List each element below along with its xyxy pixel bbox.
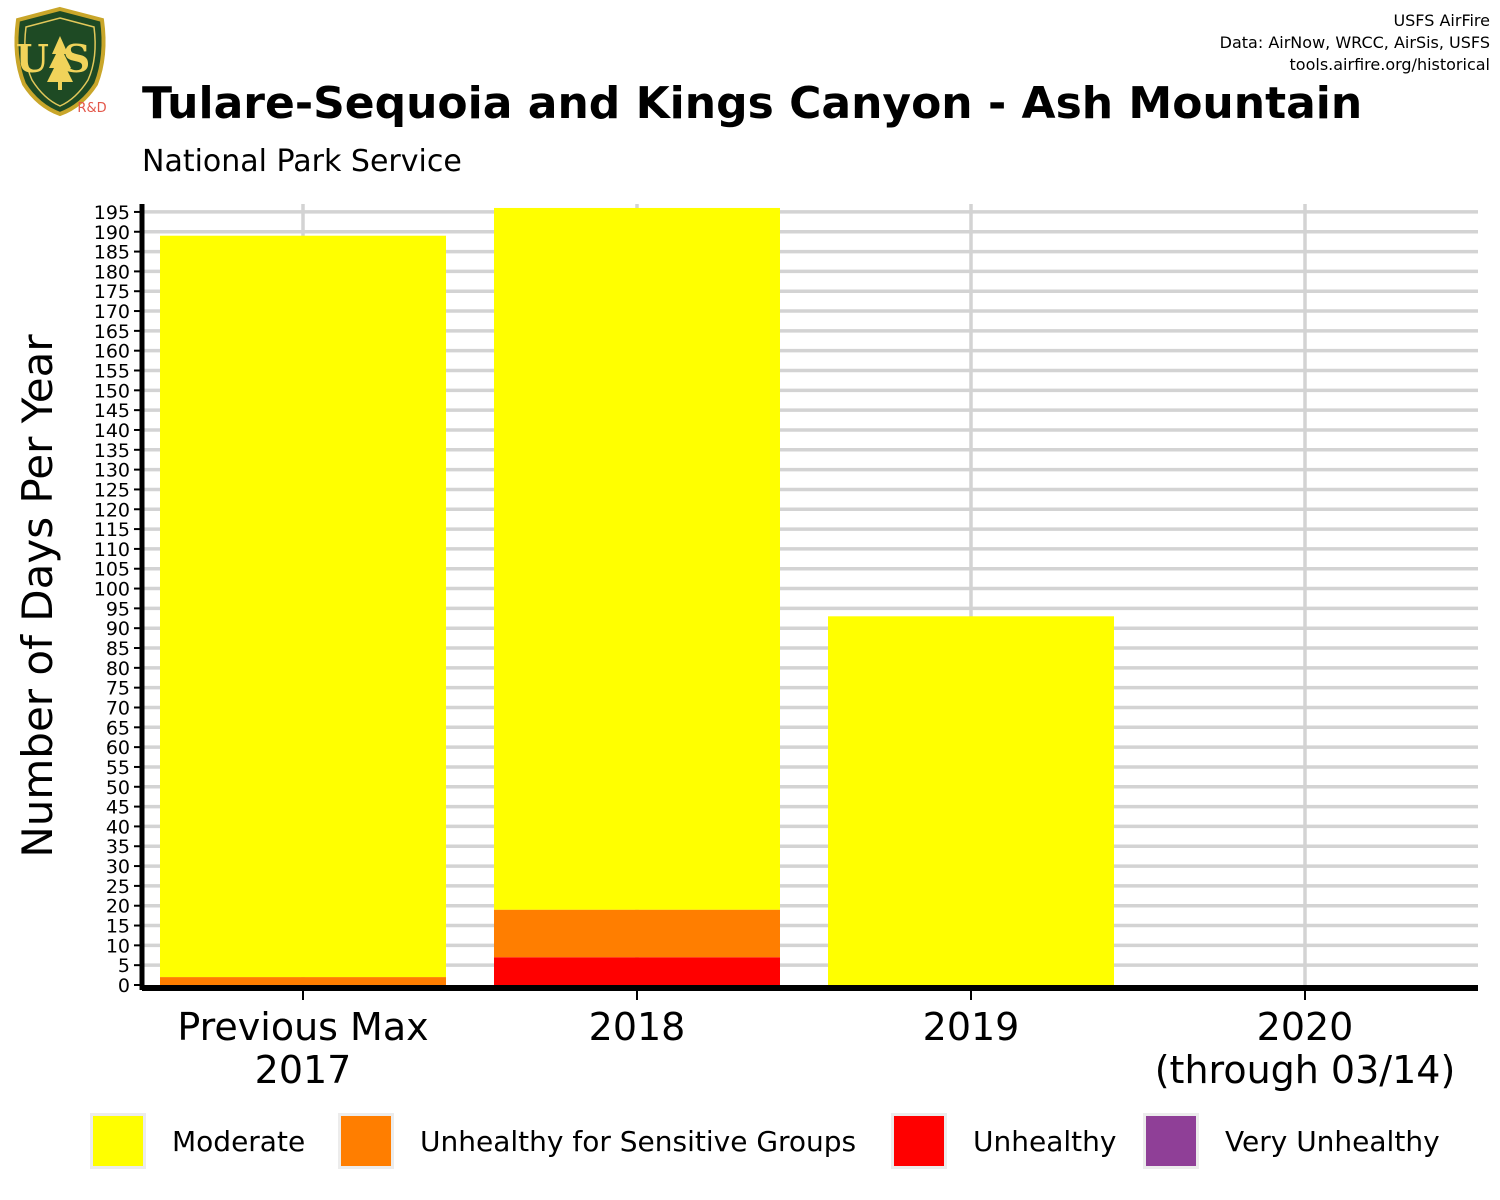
y-tick-label: 110 (94, 539, 130, 561)
y-tick-label: 60 (106, 737, 130, 759)
legend-swatch (338, 1113, 394, 1169)
y-tick-label: 0 (118, 975, 130, 997)
y-tick-label: 175 (94, 281, 130, 303)
y-tick-label: 45 (106, 797, 130, 819)
chart-title: Tulare-Sequoia and Kings Canyon - Ash Mo… (142, 78, 1363, 129)
bar-segment (160, 977, 446, 985)
y-tick-label: 75 (106, 678, 130, 700)
y-tick-label: 70 (106, 697, 130, 719)
legend-swatch (1143, 1113, 1199, 1169)
bar-segment (494, 909, 780, 958)
y-tick-label: 65 (106, 717, 130, 739)
y-tick-label: 10 (106, 935, 130, 957)
y-tick-label: 50 (106, 777, 130, 799)
y-tick-label: 155 (94, 361, 130, 383)
y-tick-label: 125 (94, 479, 130, 501)
y-tick-label: 115 (94, 519, 130, 541)
y-tick-label: 170 (94, 301, 130, 323)
y-tick-label: 80 (106, 658, 130, 680)
x-tick-label: 2020 (1257, 1005, 1354, 1049)
logo-badge-text: R&D (77, 101, 106, 116)
y-tick-label: 105 (94, 559, 130, 581)
y-tick-label: 165 (94, 321, 130, 343)
bar-segment (494, 957, 780, 985)
legend-item-moderate: Moderate (90, 1110, 305, 1172)
chart-legend: Moderate Unhealthy for Sensitive Groups … (90, 1110, 1490, 1172)
legend-item-very-unhealthy: Very Unhealthy (1143, 1110, 1440, 1172)
bar-segment (828, 616, 1114, 985)
chart-subtitle: National Park Service (142, 144, 462, 179)
y-tick-label: 95 (106, 598, 130, 620)
usfs-shield-logo: US R&D (14, 6, 107, 117)
y-tick-label: 15 (106, 916, 130, 938)
y-tick-label: 90 (106, 618, 130, 640)
y-tick-label: 55 (106, 757, 130, 779)
y-tick-label: 145 (94, 400, 130, 422)
y-tick-label: 135 (94, 440, 130, 462)
bar-segment (494, 207, 780, 910)
y-tick-label: 195 (94, 202, 130, 224)
credit-line: tools.airfire.org/historical (1289, 55, 1490, 74)
legend-label: Unhealthy for Sensitive Groups (420, 1124, 857, 1158)
legend-item-usg: Unhealthy for Sensitive Groups (338, 1110, 856, 1172)
x-tick-label: 2018 (589, 1005, 686, 1049)
x-tick-label: 2017 (255, 1048, 352, 1092)
x-tick-label: 2019 (923, 1005, 1020, 1049)
y-tick-label: 35 (106, 836, 130, 858)
y-axis-title: Number of Days Per Year (13, 334, 62, 858)
legend-item-unhealthy: Unhealthy (891, 1110, 1116, 1172)
y-tick-label: 30 (106, 856, 130, 878)
y-tick-label: 190 (94, 222, 130, 244)
y-tick-label: 185 (94, 242, 130, 264)
y-tick-label: 140 (94, 420, 130, 442)
legend-label: Moderate (172, 1124, 306, 1158)
y-tick-label: 25 (106, 876, 130, 898)
legend-label: Unhealthy (973, 1124, 1117, 1158)
y-tick-label: 20 (106, 896, 130, 918)
y-tick-label: 100 (94, 579, 130, 601)
credit-line: Data: AirNow, WRCC, AirSis, USFS (1219, 33, 1490, 52)
y-tick-label: 85 (106, 638, 130, 660)
x-tick-label: Previous Max (177, 1005, 428, 1049)
y-tick-label: 40 (106, 816, 130, 838)
y-tick-label: 180 (94, 261, 130, 283)
legend-label: Very Unhealthy (1225, 1124, 1440, 1158)
bar-segment (160, 235, 446, 978)
y-tick-label: 160 (94, 341, 130, 363)
y-tick-label: 5 (118, 955, 130, 977)
source-credits: USFS AirFire Data: AirNow, WRCC, AirSis,… (1220, 10, 1490, 76)
y-tick-label: 120 (94, 499, 130, 521)
legend-swatch (90, 1113, 146, 1169)
y-tick-label: 150 (94, 380, 130, 402)
legend-swatch (891, 1113, 947, 1169)
credit-line: USFS AirFire (1393, 11, 1490, 30)
y-tick-label: 130 (94, 460, 130, 482)
x-tick-label: (through 03/14) (1155, 1048, 1456, 1092)
